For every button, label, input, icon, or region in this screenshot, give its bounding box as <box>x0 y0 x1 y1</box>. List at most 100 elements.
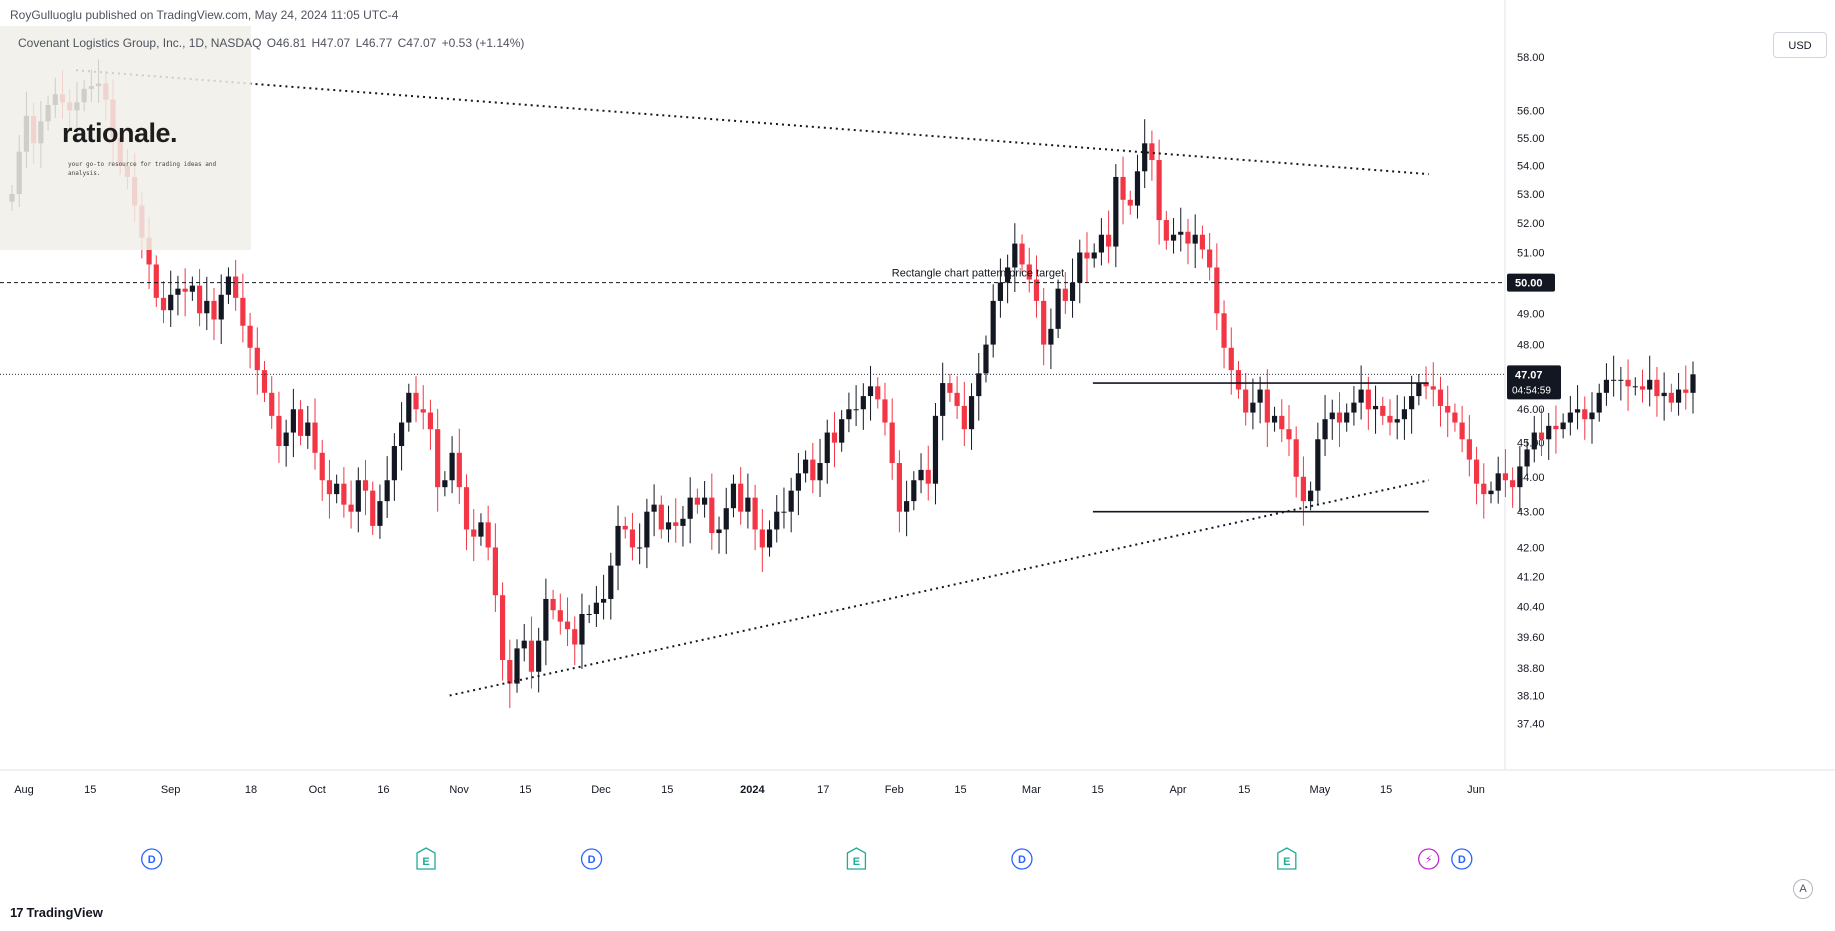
news-event-icon[interactable] <box>1418 848 1440 870</box>
candle-body <box>521 640 527 649</box>
candle-body <box>961 405 967 430</box>
watermark-panel: rationale. your go-to resource for tradi… <box>0 26 251 250</box>
candle-body <box>1235 370 1242 390</box>
y-tick-label: 45.00 <box>1517 438 1545 450</box>
candle-body <box>370 490 376 526</box>
dividend-event-icon[interactable] <box>580 848 603 870</box>
currency-button[interactable]: USD <box>1773 32 1827 58</box>
candle-body <box>261 370 268 393</box>
y-tick-label: 52.00 <box>1517 218 1545 230</box>
y-tick-label: 55.00 <box>1517 133 1545 145</box>
candle-body <box>1300 476 1307 502</box>
earnings-event-icon[interactable] <box>416 847 436 870</box>
candle-body <box>860 396 866 410</box>
candle-body <box>1019 243 1025 265</box>
watermark-logo: rationale. <box>62 118 178 148</box>
candle-body <box>1639 386 1646 390</box>
x-tick-label: Apr <box>1169 784 1186 796</box>
dividend-event-icon[interactable] <box>141 848 163 870</box>
candle-body <box>1538 432 1545 440</box>
candle-body <box>673 522 679 526</box>
candle-body <box>247 325 253 348</box>
candle-body <box>1315 439 1321 491</box>
x-tick-label: Dec <box>591 784 611 796</box>
candle-body <box>1286 429 1292 440</box>
candle-body <box>1250 402 1256 413</box>
earnings-event-icon[interactable] <box>846 847 867 870</box>
candle-body <box>694 497 700 505</box>
dividend-event-icon[interactable] <box>1011 848 1033 870</box>
candle-body <box>651 504 657 512</box>
candle-body <box>766 529 773 548</box>
candle-body <box>1005 267 1011 283</box>
candle-body <box>629 529 636 548</box>
candle-body <box>817 463 823 481</box>
candle-body <box>1142 143 1148 172</box>
x-tick-label: May <box>1310 784 1331 796</box>
candle-body <box>1459 422 1465 440</box>
candle-body <box>976 373 982 397</box>
candle-body <box>362 480 369 491</box>
candle-body <box>1625 379 1631 387</box>
candle-body <box>471 529 477 537</box>
y-tick-label: 56.00 <box>1517 105 1545 117</box>
candle-body <box>1524 449 1530 467</box>
candle-body <box>1372 405 1379 410</box>
candle-body <box>269 392 275 416</box>
candle-body <box>1077 252 1083 283</box>
x-tick-label: 18 <box>245 784 257 796</box>
x-tick-label: 15 <box>661 784 673 796</box>
candle-body <box>254 347 260 371</box>
candle-body <box>536 640 542 672</box>
settings-icon[interactable]: A <box>1793 879 1813 899</box>
candle-body <box>1409 396 1415 410</box>
candle-body <box>1603 379 1610 393</box>
candle-body <box>1654 379 1660 397</box>
candle-body <box>1113 176 1119 247</box>
candle-body <box>499 595 506 661</box>
candle-body <box>507 660 513 684</box>
publisher-line: RoyGulluoglu published on TradingView.co… <box>10 8 399 22</box>
dividend-event-icon[interactable] <box>1451 848 1473 870</box>
candle-body <box>723 508 729 530</box>
candle-body <box>940 383 946 416</box>
candle-body <box>1430 386 1436 390</box>
candle-body <box>420 409 426 413</box>
candle-body <box>839 419 845 443</box>
candle-body <box>463 487 470 530</box>
candle-body <box>644 511 650 548</box>
candle-body <box>1647 379 1653 390</box>
candle-body <box>1293 439 1299 477</box>
candle-body <box>665 522 672 530</box>
candle-body <box>1127 199 1133 206</box>
candle-body <box>189 285 195 292</box>
target-price-badge <box>1507 273 1555 292</box>
candle-body <box>1257 389 1263 403</box>
candle-body <box>904 501 910 512</box>
candle-body <box>1134 171 1141 206</box>
candle-body <box>435 429 441 488</box>
candle-body <box>1199 234 1206 250</box>
tradingview-logo[interactable]: 17 TradingView <box>10 905 103 920</box>
candle-body <box>1495 473 1501 491</box>
candle-body <box>918 469 924 481</box>
candle-body <box>1517 466 1523 488</box>
candle-body <box>889 422 895 464</box>
candle-body <box>1329 412 1335 420</box>
candle-body <box>1062 288 1068 301</box>
candle-body <box>1098 234 1105 253</box>
candle-body <box>442 480 448 488</box>
candle-body <box>550 598 556 611</box>
candle-body <box>1546 425 1552 440</box>
candle-body <box>153 264 159 298</box>
candle-body <box>774 511 780 530</box>
close-value: C47.07 <box>397 36 437 50</box>
candle-body <box>846 409 852 420</box>
candle-body <box>377 501 383 526</box>
candle-body <box>1243 389 1249 413</box>
earnings-event-icon[interactable] <box>1277 847 1297 870</box>
candle-body <box>795 473 801 491</box>
candle-body <box>1012 243 1018 268</box>
candle-body <box>413 392 419 410</box>
